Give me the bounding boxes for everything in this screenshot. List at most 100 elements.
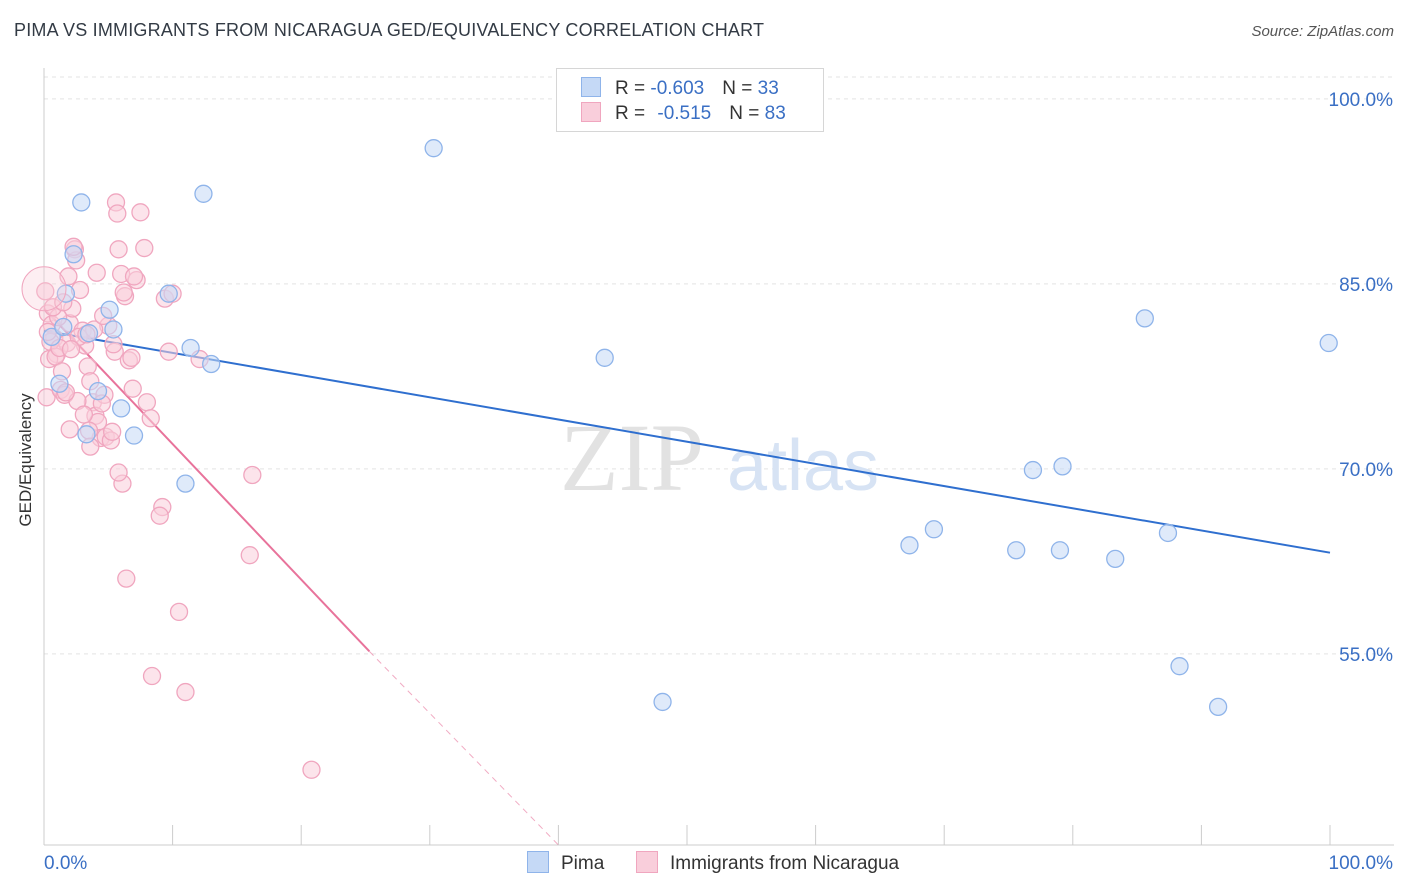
point-pima — [194, 184, 213, 203]
legend-n-label: N = — [722, 78, 758, 99]
point-nicaragua — [78, 357, 97, 376]
y-tick-label: 85.0% — [1339, 275, 1393, 296]
y-tick-label: 55.0% — [1339, 645, 1393, 666]
point-pima — [1158, 523, 1178, 543]
y-tick-label: 100.0% — [1329, 90, 1394, 111]
point-nicaragua — [108, 204, 127, 223]
series-swatch-pima — [527, 851, 549, 873]
point-nicaragua-cluster — [21, 266, 67, 312]
point-nicaragua — [87, 263, 106, 282]
point-nicaragua — [117, 569, 136, 588]
point-pima — [159, 284, 178, 303]
point-pima — [1135, 309, 1154, 328]
point-pima — [900, 536, 919, 555]
point-pima — [64, 245, 83, 264]
point-pima — [653, 692, 672, 712]
point-nicaragua — [131, 203, 150, 222]
series-legend-pima[interactable]: Pima — [527, 851, 604, 875]
point-nicaragua — [109, 463, 128, 482]
point-pima — [1208, 697, 1228, 717]
point-nicaragua — [135, 238, 154, 258]
point-nicaragua — [61, 340, 81, 359]
watermark: ZIP atlas — [560, 404, 879, 511]
point-nicaragua — [141, 409, 160, 428]
point-pima — [1170, 657, 1189, 676]
tick-labels: 55.0% 70.0% 85.0% 100.0% 0.0% 100.0% — [44, 90, 1393, 874]
point-nicaragua — [36, 282, 55, 301]
point-pima — [1319, 333, 1338, 353]
point-nicaragua — [123, 379, 142, 398]
point-pima — [100, 300, 119, 319]
legend-swatch-nicaragua — [581, 102, 601, 122]
watermark-zip: ZIP — [560, 404, 704, 511]
legend-r-value-pima: -0.603 — [650, 78, 705, 99]
legend-n-value-nicaragua: 83 — [764, 103, 786, 124]
trend-line-nicaragua-extension — [369, 651, 559, 846]
legend-n-value-pima: 33 — [757, 78, 779, 99]
series-name-nicaragua: Immigrants from Nicaragua — [670, 853, 900, 874]
point-nicaragua — [137, 393, 157, 412]
legend-r-value-nicaragua: -0.515 — [657, 103, 712, 124]
point-pima — [1106, 549, 1125, 569]
point-pima — [79, 324, 99, 343]
correlation-legend: R = -0.603 N = 33 R = -0.515 N = 83 — [556, 68, 824, 132]
point-pima — [1023, 460, 1043, 480]
point-nicaragua — [122, 348, 141, 367]
point-nicaragua — [240, 546, 259, 565]
point-pima — [54, 317, 73, 337]
point-pima — [124, 426, 144, 445]
chart-title: PIMA VS IMMIGRANTS FROM NICARAGUA GED/EQ… — [14, 20, 765, 40]
point-pima — [924, 520, 944, 539]
y-tick-label: 70.0% — [1339, 460, 1393, 481]
x-tick-label-start: 0.0% — [44, 853, 87, 874]
point-pima — [181, 338, 200, 358]
point-pima — [1007, 541, 1026, 560]
point-pima — [202, 354, 221, 374]
point-pima — [50, 374, 69, 393]
point-nicaragua — [176, 682, 195, 702]
point-nicaragua — [302, 760, 321, 779]
point-pima — [176, 474, 195, 493]
point-nicaragua — [150, 506, 169, 525]
x-tick-label-end: 100.0% — [1329, 853, 1394, 874]
legend-r-label: R = — [615, 103, 651, 124]
trend-line-pima — [43, 329, 1331, 554]
point-pima — [88, 381, 108, 401]
watermark-atlas: atlas — [727, 426, 879, 506]
axes — [43, 68, 1394, 846]
point-pima — [72, 193, 91, 212]
point-nicaragua — [124, 267, 144, 286]
point-nicaragua — [114, 283, 133, 302]
point-pima — [77, 425, 96, 444]
point-pima — [1050, 541, 1070, 560]
y-axis-label: GED/Equivalency — [16, 393, 35, 527]
point-pima — [42, 327, 61, 347]
point-nicaragua — [103, 422, 122, 441]
point-nicaragua — [37, 388, 56, 407]
point-pima — [424, 139, 443, 158]
legend-swatch-pima — [581, 77, 601, 97]
trend-line-nicaragua — [43, 307, 371, 653]
series-name-pima: Pima — [561, 853, 605, 874]
chart-source: Source: ZipAtlas.com — [1251, 23, 1394, 40]
series-swatch-nicaragua — [636, 851, 658, 873]
point-pima — [595, 348, 614, 367]
legend-r-label: R = — [615, 78, 651, 99]
legend-row-pima: R = -0.603 N = 33 — [581, 77, 779, 101]
point-nicaragua — [60, 420, 79, 439]
point-nicaragua — [243, 465, 262, 485]
point-pima — [112, 399, 131, 418]
data-points — [21, 139, 1338, 779]
point-nicaragua — [159, 342, 178, 361]
point-nicaragua — [169, 602, 189, 622]
point-nicaragua — [142, 666, 162, 686]
point-pima — [104, 320, 123, 339]
point-nicaragua — [109, 240, 128, 259]
point-nicaragua — [74, 405, 94, 424]
point-pima — [1053, 457, 1072, 476]
legend-row-nicaragua: R = -0.515 N = 83 — [581, 102, 786, 126]
series-legend-nicaragua[interactable]: Immigrants from Nicaragua — [636, 851, 899, 875]
legend-n-label: N = — [729, 103, 765, 124]
trend-lines — [43, 307, 1331, 846]
